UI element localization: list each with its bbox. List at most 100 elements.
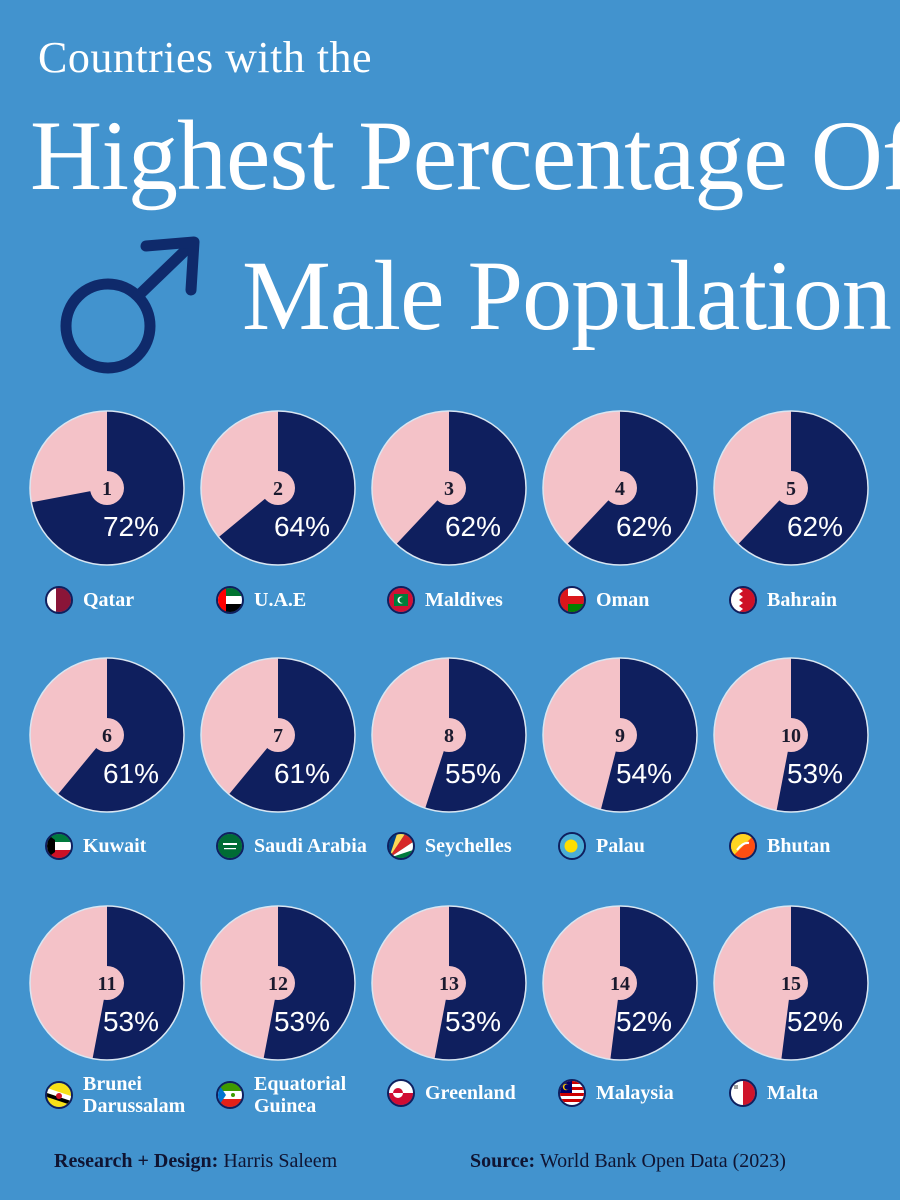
pie-bahrain: 5 62% bbox=[713, 410, 869, 566]
malta-flag-icon bbox=[729, 1079, 757, 1107]
country-name: Qatar bbox=[83, 589, 135, 611]
rank-badge bbox=[90, 718, 124, 752]
pie-outline bbox=[542, 657, 698, 813]
country-name: Bahrain bbox=[767, 589, 838, 611]
seychelles-flag-icon bbox=[387, 832, 415, 860]
rank-number: 6 bbox=[102, 725, 112, 747]
percentage-label: 52% bbox=[616, 1006, 672, 1037]
country-name: U.A.E bbox=[254, 589, 307, 611]
credit-line: Research + Design: Harris Saleem bbox=[54, 1148, 337, 1174]
equatorial-guinea-flag-icon bbox=[216, 1081, 244, 1109]
country-name: Malaysia bbox=[596, 1082, 674, 1104]
rank-number: 8 bbox=[444, 725, 454, 747]
country-label: Palau bbox=[558, 832, 645, 860]
greenland-flag-icon bbox=[387, 1079, 415, 1107]
pie-seychelles: 8 55% bbox=[371, 657, 527, 813]
pie-slice-male bbox=[610, 906, 698, 1060]
country-label: Equatorial Guinea bbox=[216, 1073, 346, 1117]
source-label: Source: bbox=[470, 1150, 536, 1172]
rank-number: 2 bbox=[273, 478, 283, 500]
chart-title-line-2: Male Population bbox=[242, 240, 892, 351]
country-label: Saudi Arabia bbox=[216, 832, 367, 860]
pie-bhutan: 10 53% bbox=[713, 657, 869, 813]
country-label: Brunei Darussalam bbox=[45, 1073, 185, 1117]
pie-outline bbox=[371, 410, 527, 566]
percentage-label: 72% bbox=[103, 511, 159, 542]
source-line: Source: World Bank Open Data (2023) bbox=[470, 1148, 786, 1174]
credit-value: Harris Saleem bbox=[223, 1150, 338, 1172]
rank-badge bbox=[774, 471, 808, 505]
kuwait-flag-icon bbox=[45, 832, 73, 860]
pie-brunei-darussalam: 11 53% bbox=[29, 905, 185, 1061]
pie-outline bbox=[200, 905, 356, 1061]
country-name: Malta bbox=[767, 1082, 819, 1104]
pie-outline bbox=[713, 905, 869, 1061]
rank-badge bbox=[90, 471, 124, 505]
rank-badge bbox=[432, 718, 466, 752]
rank-number: 12 bbox=[268, 973, 288, 995]
rank-badge bbox=[603, 718, 637, 752]
country-label: Maldives bbox=[387, 586, 503, 614]
rank-badge bbox=[432, 471, 466, 505]
uae-flag-icon bbox=[216, 586, 244, 614]
pie-outline bbox=[371, 657, 527, 813]
source-value: World Bank Open Data (2023) bbox=[539, 1150, 786, 1172]
country-name: Palau bbox=[596, 835, 645, 857]
country-name: Bhutan bbox=[767, 835, 831, 857]
percentage-label: 53% bbox=[787, 758, 843, 789]
percentage-label: 64% bbox=[274, 511, 330, 542]
percentage-label: 62% bbox=[445, 511, 501, 542]
rank-badge bbox=[603, 471, 637, 505]
rank-number: 13 bbox=[439, 973, 459, 995]
pie-slice-male bbox=[600, 658, 698, 812]
pie-outline bbox=[29, 657, 185, 813]
percentage-label: 52% bbox=[787, 1006, 843, 1037]
rank-badge bbox=[261, 966, 295, 1000]
country-label: Bahrain bbox=[729, 586, 837, 614]
country-label: Bhutan bbox=[729, 832, 830, 860]
percentage-label: 62% bbox=[787, 511, 843, 542]
brunei-flag-icon bbox=[45, 1081, 73, 1109]
pie-slice-male bbox=[781, 906, 869, 1060]
rank-badge bbox=[774, 966, 808, 1000]
pie-slice-male bbox=[434, 906, 526, 1060]
pie-greenland: 13 53% bbox=[371, 905, 527, 1061]
rank-number: 5 bbox=[786, 478, 796, 500]
percentage-label: 53% bbox=[445, 1006, 501, 1037]
country-label: Malaysia bbox=[558, 1079, 674, 1107]
country-label: Kuwait bbox=[45, 832, 146, 860]
rank-badge bbox=[261, 471, 295, 505]
rank-number: 9 bbox=[615, 725, 625, 747]
rank-badge bbox=[90, 966, 124, 1000]
rank-badge bbox=[432, 966, 466, 1000]
country-label: Oman bbox=[558, 586, 649, 614]
pie-outline bbox=[542, 410, 698, 566]
pie-malta: 15 52% bbox=[713, 905, 869, 1061]
pie-oman: 4 62% bbox=[542, 410, 698, 566]
pie-palau: 9 54% bbox=[542, 657, 698, 813]
percentage-label: 61% bbox=[274, 758, 330, 789]
country-name: Oman bbox=[596, 589, 650, 611]
percentage-label: 62% bbox=[616, 511, 672, 542]
rank-number: 15 bbox=[781, 973, 801, 995]
pie-slice-male bbox=[425, 658, 527, 812]
rank-number: 4 bbox=[615, 478, 625, 500]
country-label: Greenland bbox=[387, 1079, 516, 1107]
rank-number: 3 bbox=[444, 478, 454, 500]
palau-flag-icon bbox=[558, 832, 586, 860]
pie-outline bbox=[371, 905, 527, 1061]
rank-number: 10 bbox=[781, 725, 801, 747]
pie-slice-male bbox=[776, 658, 868, 813]
oman-flag-icon bbox=[558, 586, 586, 614]
pie-kuwait: 6 61% bbox=[29, 657, 185, 813]
rank-badge bbox=[774, 718, 808, 752]
pie-outline bbox=[713, 410, 869, 566]
country-name: Maldives bbox=[425, 589, 503, 611]
rank-badge bbox=[261, 718, 295, 752]
saudi-arabia-flag-icon bbox=[216, 832, 244, 860]
percentage-label: 55% bbox=[445, 758, 501, 789]
percentage-label: 54% bbox=[616, 758, 672, 789]
pie-outline bbox=[29, 905, 185, 1061]
